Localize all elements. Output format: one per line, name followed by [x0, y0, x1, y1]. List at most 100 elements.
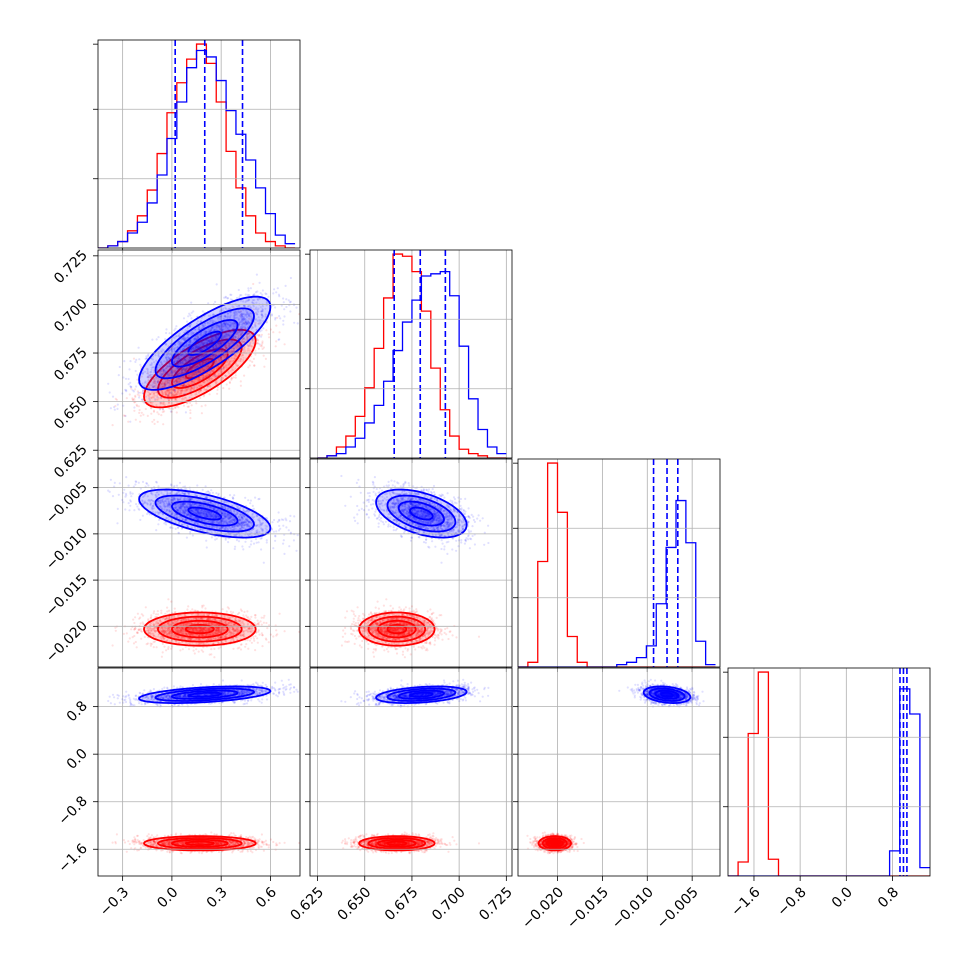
- sample-point: [144, 395, 147, 398]
- sample-point: [257, 335, 260, 338]
- sample-point: [190, 380, 194, 383]
- sample-point: [182, 384, 185, 388]
- sample-point: [140, 630, 143, 633]
- sample-point: [263, 614, 266, 617]
- sample-point: [147, 376, 150, 379]
- sample-point: [193, 366, 196, 369]
- sample-point: [229, 370, 232, 373]
- sample-point: [166, 381, 169, 384]
- sample-point: [212, 370, 215, 373]
- sample-point: [239, 358, 242, 361]
- sample-point: [182, 404, 186, 407]
- sample-point: [279, 317, 282, 320]
- sample-point: [210, 338, 213, 341]
- sample-point: [187, 405, 190, 408]
- sample-point: [205, 376, 208, 379]
- sample-point: [165, 331, 168, 335]
- sample-point: [163, 382, 166, 385]
- sample-point: [207, 365, 210, 368]
- sample-point: [250, 333, 253, 336]
- sample-point: [160, 611, 163, 615]
- sample-point: [167, 398, 170, 401]
- sample-point: [221, 608, 224, 611]
- sample-point: [149, 401, 152, 404]
- sample-point: [219, 357, 222, 360]
- sample-point: [134, 369, 137, 373]
- sample-point: [265, 329, 268, 332]
- sample-point: [183, 368, 187, 372]
- sample-point: [251, 326, 254, 329]
- sample-point: [222, 387, 225, 390]
- sample-point: [216, 336, 219, 339]
- sample-point: [198, 376, 201, 379]
- sample-point: [161, 389, 164, 392]
- sample-point: [184, 377, 187, 380]
- sample-point: [177, 388, 180, 391]
- sample-point: [248, 639, 252, 642]
- sample-point: [248, 349, 251, 352]
- sample-point: [121, 392, 124, 395]
- sample-point: [172, 389, 175, 392]
- sample-point: [161, 651, 164, 654]
- sample-point: [138, 396, 141, 399]
- sample-point: [147, 618, 150, 621]
- sample-point: [275, 324, 278, 327]
- sample-point: [255, 329, 258, 332]
- sample-point: [168, 349, 171, 352]
- sample-point: [236, 364, 239, 367]
- sample-point: [242, 327, 245, 330]
- sample-point: [189, 365, 192, 368]
- sample-point: [235, 355, 238, 358]
- sample-point: [201, 369, 204, 372]
- sample-point: [205, 360, 209, 363]
- sample-point: [247, 336, 250, 339]
- sample-point: [206, 385, 209, 388]
- sample-point: [232, 365, 235, 368]
- sample-point: [180, 341, 183, 344]
- sample-point: [93, 373, 95, 375]
- sample-point: [241, 338, 244, 342]
- sample-point: [266, 627, 269, 630]
- sample-point: [196, 387, 199, 390]
- sample-point: [184, 369, 187, 372]
- sample-point: [161, 385, 164, 388]
- sample-point: [151, 391, 154, 394]
- sample-point: [226, 297, 229, 300]
- sample-point: [167, 389, 170, 392]
- sample-point: [197, 371, 200, 374]
- sample-point: [249, 342, 252, 345]
- sample-point: [235, 346, 239, 349]
- sample-point: [162, 385, 165, 388]
- sample-point: [180, 369, 183, 372]
- sample-point: [190, 301, 193, 304]
- sample-point: [124, 414, 127, 418]
- sample-point: [219, 367, 222, 370]
- sample-point: [194, 337, 197, 340]
- sample-point: [174, 398, 177, 401]
- sample-point: [152, 385, 155, 388]
- sample-point: [260, 343, 263, 346]
- sample-point: [244, 327, 247, 330]
- sample-point: [160, 397, 163, 400]
- sample-point: [231, 369, 234, 372]
- sample-point: [177, 367, 180, 370]
- sample-point: [162, 370, 165, 373]
- sample-point: [222, 366, 225, 369]
- sample-point: [221, 325, 224, 328]
- sample-point: [210, 356, 213, 359]
- sample-point: [274, 318, 277, 321]
- sample-point: [181, 389, 184, 392]
- sample-point: [116, 403, 119, 406]
- sample-point: [172, 388, 175, 391]
- sample-point: [170, 388, 173, 391]
- sample-point: [214, 300, 217, 303]
- sample-point: [192, 383, 195, 386]
- sample-point: [251, 339, 254, 342]
- sample-point: [252, 282, 255, 286]
- sample-point: [182, 383, 185, 386]
- sample-point: [187, 315, 190, 318]
- sample-point: [211, 375, 214, 378]
- sample-point: [191, 360, 194, 363]
- sample-point: [232, 350, 235, 353]
